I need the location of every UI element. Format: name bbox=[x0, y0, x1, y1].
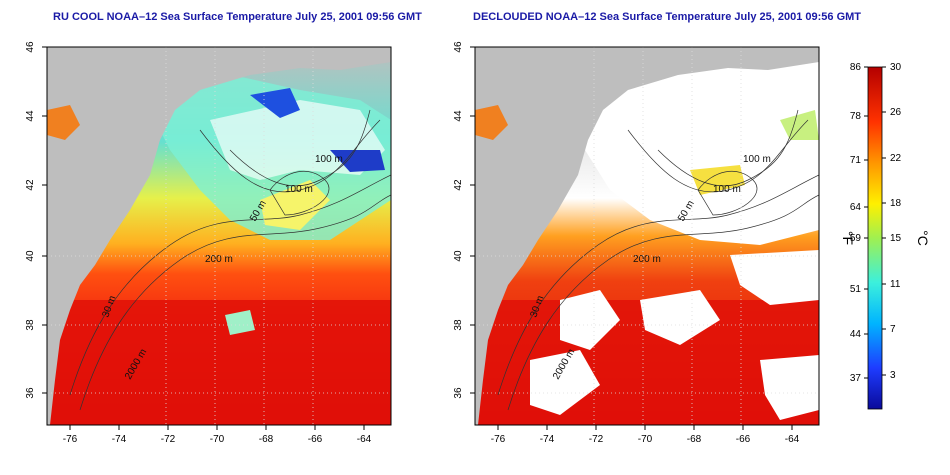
left-gulf-stream-band bbox=[47, 300, 391, 425]
celsius-tick-label: 30 bbox=[890, 62, 902, 73]
left-contour-label-100m-a: 100 m bbox=[315, 154, 343, 165]
left-sst-map: 100 m 100 m 50 m 200 m 30 m 2000 m bbox=[25, 41, 392, 445]
left-contour-label-100m-b: 100 m bbox=[285, 184, 313, 195]
right-contour-label-100m-a: 100 m bbox=[743, 154, 771, 165]
right-y-tick-label: 40 bbox=[453, 250, 464, 262]
celsius-tick-label: 18 bbox=[890, 198, 902, 209]
left-x-tick-label: -70 bbox=[210, 434, 225, 445]
right-land-mass bbox=[475, 47, 819, 425]
right-x-tick-label: -68 bbox=[687, 434, 702, 445]
right-cloud-mask-1 bbox=[560, 290, 620, 350]
right-inland-lake bbox=[475, 105, 508, 140]
right-y-tick-label: 38 bbox=[453, 319, 464, 331]
fahrenheit-tick-label: 71 bbox=[850, 155, 862, 166]
fahrenheit-tick-label: 37 bbox=[850, 373, 862, 384]
right-x-tick-label: -70 bbox=[638, 434, 653, 445]
right-cloud-mask-2 bbox=[640, 290, 720, 345]
right-x-tick-label: -74 bbox=[540, 434, 555, 445]
fahrenheit-tick-label: 64 bbox=[850, 202, 862, 213]
left-y-tick-label: 40 bbox=[25, 250, 36, 262]
left-x-tick-label: -68 bbox=[259, 434, 274, 445]
left-y-tick-label: 36 bbox=[25, 387, 36, 399]
right-warm-patch bbox=[690, 165, 745, 195]
right-x-tick-label: -66 bbox=[736, 434, 751, 445]
right-bathymetry-contours bbox=[497, 109, 819, 411]
right-cloud-mask-north bbox=[560, 60, 819, 245]
colorbar-gradient bbox=[867, 66, 883, 410]
right-y-tick-label: 36 bbox=[453, 387, 464, 399]
left-grid bbox=[47, 47, 391, 425]
fahrenheit-axis-label: °F bbox=[840, 231, 856, 245]
fahrenheit-tick-label: 86 bbox=[850, 62, 862, 73]
celsius-tick-label: 7 bbox=[890, 324, 896, 335]
celsius-tick-label: 26 bbox=[890, 107, 902, 118]
right-map-title: DECLOUDED NOAA–12 Sea Surface Temperatur… bbox=[473, 11, 862, 23]
right-cloud-mask-5 bbox=[760, 355, 819, 420]
left-inland-lake bbox=[47, 105, 80, 140]
right-x-tick-label: -76 bbox=[491, 434, 506, 445]
left-map-title: RU COOL NOAA–12 Sea Surface Temperature … bbox=[53, 11, 422, 23]
right-y-tick-label: 42 bbox=[453, 179, 464, 191]
right-y-tick-label: 44 bbox=[453, 110, 464, 122]
left-y-tick-label: 46 bbox=[25, 41, 36, 53]
left-cold-water-patch-2 bbox=[330, 150, 385, 172]
right-map-frame bbox=[474, 46, 820, 426]
fahrenheit-tick-label: 59 bbox=[850, 233, 862, 244]
left-y-tick-marks bbox=[42, 46, 47, 394]
right-x-tick-label: -64 bbox=[785, 434, 800, 445]
colorbar-tick-marks bbox=[864, 66, 886, 379]
left-x-tick-label: -72 bbox=[161, 434, 176, 445]
left-warm-bank bbox=[260, 180, 330, 230]
celsius-tick-label: 15 bbox=[890, 233, 902, 244]
left-map-frame bbox=[46, 46, 392, 426]
fahrenheit-tick-label: 78 bbox=[850, 111, 862, 122]
left-x-tick-label: -66 bbox=[308, 434, 323, 445]
left-x-tick-marks bbox=[69, 425, 365, 430]
right-contour-label-100m-b: 100 m bbox=[713, 184, 741, 195]
right-cool-patch bbox=[780, 110, 819, 140]
left-contour-label-200m: 200 m bbox=[205, 254, 233, 265]
left-x-tick-label: -74 bbox=[112, 434, 127, 445]
left-y-tick-label: 38 bbox=[25, 319, 36, 331]
left-cool-eddy bbox=[225, 310, 255, 335]
left-y-tick-label: 42 bbox=[25, 179, 36, 191]
right-y-tick-label: 46 bbox=[453, 41, 464, 53]
celsius-tick-label: 3 bbox=[890, 370, 896, 381]
celsius-axis-label: °C bbox=[915, 230, 931, 246]
right-x-tick-label: -72 bbox=[589, 434, 604, 445]
right-y-tick-marks bbox=[470, 46, 475, 394]
temperature-colorbar: 86 78 71 64 59 51 44 37 30 26 22 18 15 1… bbox=[840, 62, 931, 410]
right-x-tick-marks bbox=[497, 425, 793, 430]
fahrenheit-tick-label: 44 bbox=[850, 329, 862, 340]
left-land-mass bbox=[47, 47, 391, 425]
left-x-tick-label: -76 bbox=[63, 434, 78, 445]
right-grid bbox=[475, 47, 819, 425]
left-cold-water-patch bbox=[250, 88, 300, 118]
celsius-tick-label: 11 bbox=[890, 279, 901, 290]
celsius-tick-label: 22 bbox=[890, 153, 902, 164]
left-bathymetry-contours bbox=[69, 109, 391, 411]
right-cloud-mask-4 bbox=[530, 350, 600, 415]
left-x-tick-label: -64 bbox=[357, 434, 372, 445]
right-sst-map: 100 m 100 m 50 m 200 m 30 m 2000 m bbox=[453, 41, 820, 445]
left-y-tick-label: 44 bbox=[25, 110, 36, 122]
fahrenheit-tick-label: 51 bbox=[850, 284, 862, 295]
right-cloud-mask-3 bbox=[730, 250, 819, 305]
right-contour-label-200m: 200 m bbox=[633, 254, 661, 265]
